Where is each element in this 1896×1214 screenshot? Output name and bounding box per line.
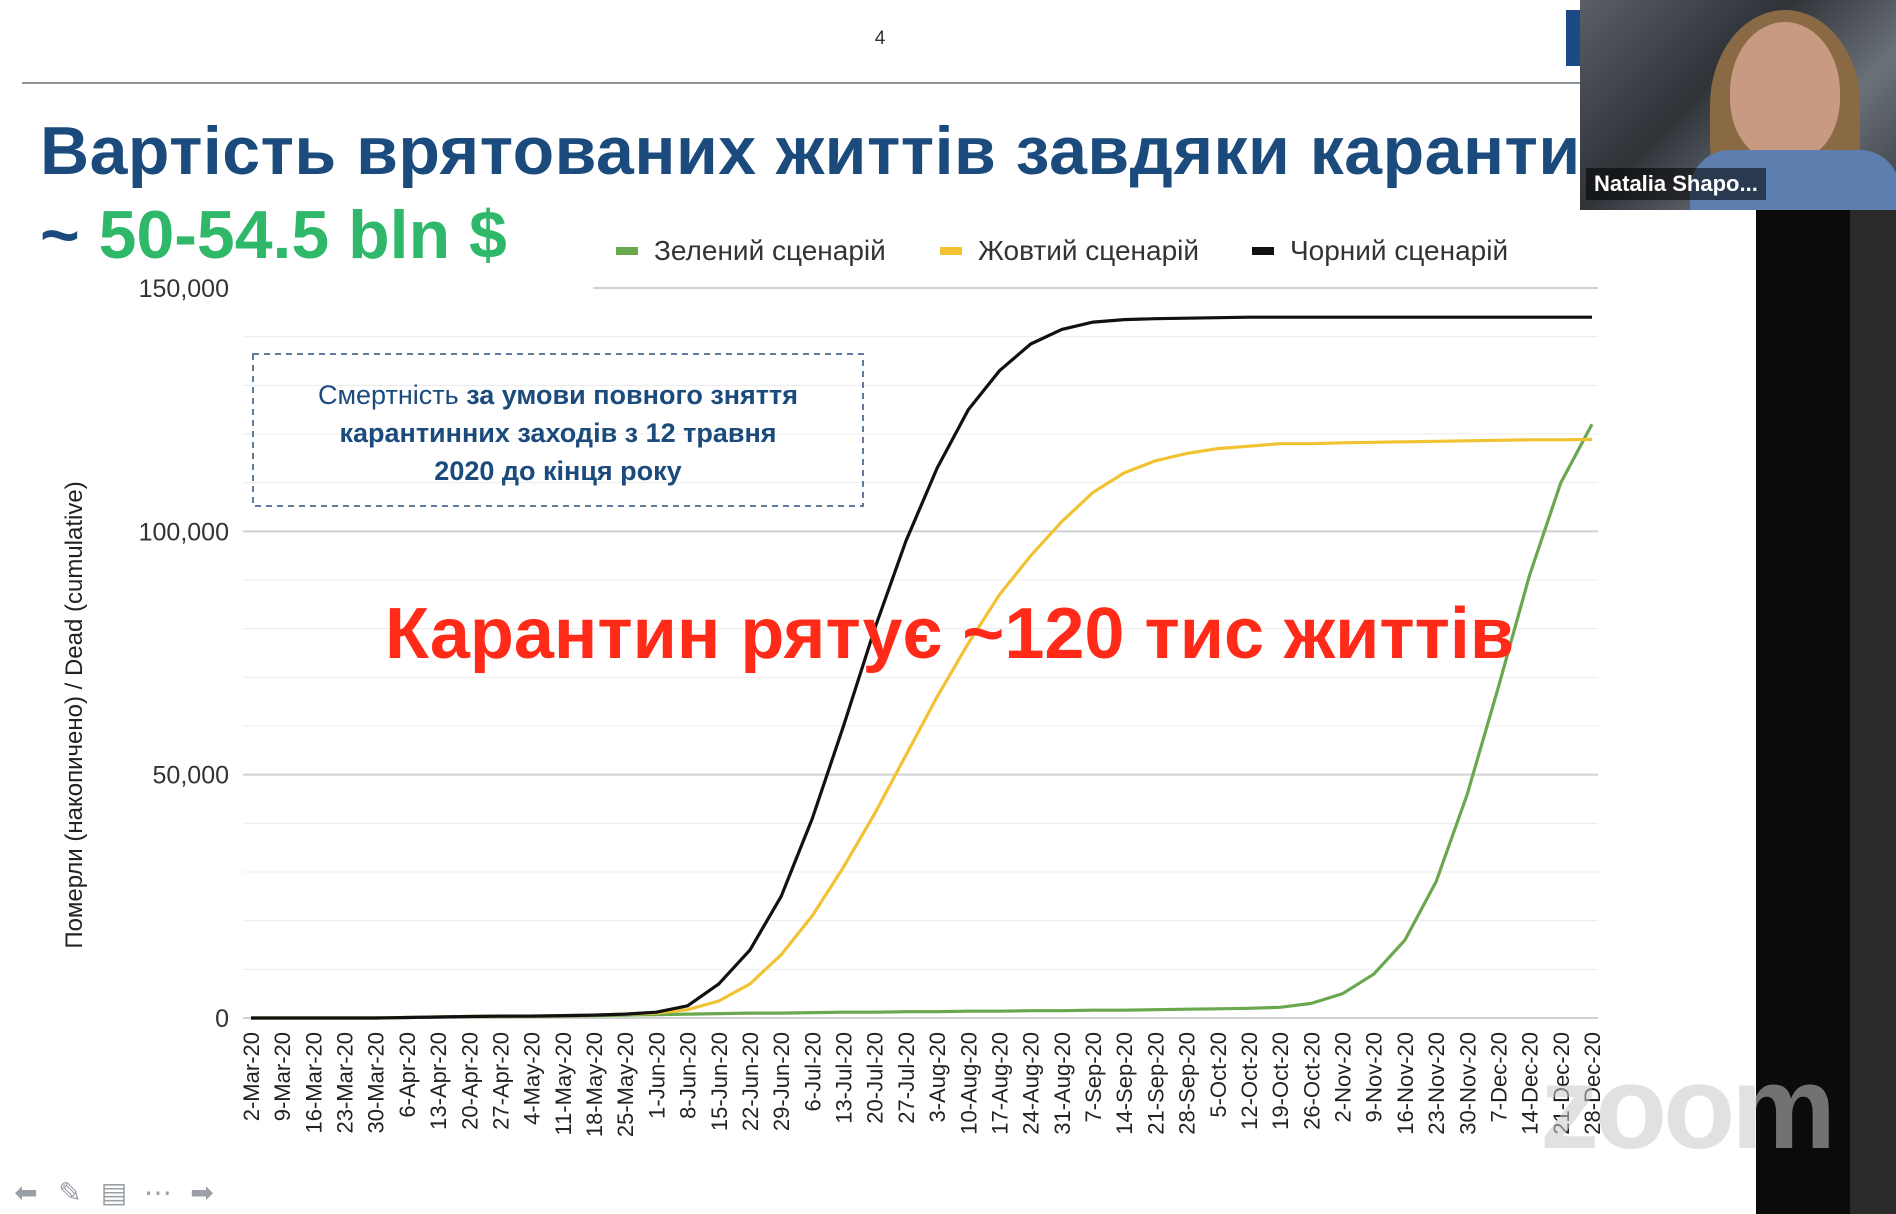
highlight-text: Карантин рятує ~120 тис життів xyxy=(385,594,1514,674)
x-tick-label: 22-Jun-20 xyxy=(738,1032,763,1131)
y-tick-label: 50,000 xyxy=(153,762,229,790)
x-tick-label: 3-Aug-20 xyxy=(925,1032,950,1123)
x-tick-label: 14-Sep-20 xyxy=(1112,1032,1137,1135)
next-arrow-icon[interactable]: ➡ xyxy=(190,1176,214,1208)
zoom-watermark: zoom xyxy=(1540,1042,1836,1174)
x-tick-label: 12-Oct-20 xyxy=(1237,1032,1262,1130)
x-tick-label: 6-Apr-20 xyxy=(395,1032,420,1118)
more-icon[interactable]: ⋯ xyxy=(144,1176,172,1208)
x-tick-label: 14-Dec-20 xyxy=(1518,1032,1543,1135)
x-tick-label: 29-Jun-20 xyxy=(769,1032,794,1131)
x-tick-label: 13-Apr-20 xyxy=(426,1032,451,1130)
x-tick-label: 24-Aug-20 xyxy=(1019,1032,1044,1135)
x-tick-label: 13-Jul-20 xyxy=(832,1032,857,1124)
x-tick-label: 9-Nov-20 xyxy=(1362,1032,1387,1122)
x-tick-label: 30-Mar-20 xyxy=(364,1032,389,1133)
slide-title: Вартість врятованих життів завдяки каран… xyxy=(40,113,1581,189)
annotation-text: Смертність за умови повного зняття карант… xyxy=(318,380,798,486)
participant-name: Natalia Shapo... xyxy=(1586,168,1766,200)
page-number: 4 xyxy=(874,28,886,49)
legend-label: Зелений сценарій xyxy=(654,235,886,266)
x-tick-label: 7-Sep-20 xyxy=(1081,1032,1106,1123)
chart-legend: Зелений сценарій Жовтий сценарій Чорний сц… xyxy=(616,235,1508,266)
x-tick-label: 20-Jul-20 xyxy=(863,1032,888,1124)
x-axis: 2-Mar-20 9-Mar-20 16-Mar-20 23-Mar-20 30-Mar… xyxy=(239,1032,1605,1137)
x-tick-label: 21-Dec-20 xyxy=(1549,1032,1574,1135)
subtitle-amount: 50-54.5 bln $ xyxy=(98,197,507,273)
previous-arrow-icon[interactable]: ⬅ xyxy=(14,1176,38,1208)
presentation-slide: 4 Вартість врятованих життів завдяки кар… xyxy=(0,0,1756,1214)
series-line xyxy=(251,437,1593,1020)
annotation-box xyxy=(252,353,864,507)
x-tick-label: 9-Mar-20 xyxy=(270,1032,295,1121)
x-tick-label: 16-Mar-20 xyxy=(301,1032,326,1133)
x-tick-label: 19-Oct-20 xyxy=(1268,1032,1293,1130)
y-axis-label: Померли (накопичено) / Dead (cumulative) xyxy=(61,481,88,948)
x-tick-label: 25-May-20 xyxy=(613,1032,638,1137)
x-tick-label: 6-Jul-20 xyxy=(800,1032,825,1111)
header-divider xyxy=(22,82,1582,84)
y-tick-label: 100,000 xyxy=(139,518,229,546)
x-tick-label: 31-Aug-20 xyxy=(1050,1032,1075,1135)
participant-video[interactable]: Natalia Shapo... xyxy=(1580,0,1896,210)
slides-icon[interactable]: ▤ xyxy=(100,1176,128,1208)
legend-label: Жовтий сценарій xyxy=(978,235,1199,266)
x-tick-label: 28-Dec-20 xyxy=(1580,1032,1605,1135)
x-tick-label: 2-Mar-20 xyxy=(239,1032,264,1121)
chart-series xyxy=(251,315,1594,1020)
y-tick-label: 0 xyxy=(215,1005,229,1033)
x-tick-label: 10-Aug-20 xyxy=(956,1032,981,1135)
presentation-nav: ⬅ ✎ ▤ ⋯ ➡ xyxy=(8,1172,220,1212)
chart-grid xyxy=(243,287,1598,1019)
legend-swatch xyxy=(940,247,962,255)
x-tick-label: 2-Nov-20 xyxy=(1331,1032,1356,1122)
x-tick-label: 7-Dec-20 xyxy=(1486,1032,1511,1122)
legend-swatch xyxy=(616,247,638,255)
x-tick-label: 18-May-20 xyxy=(582,1032,607,1137)
pen-icon[interactable]: ✎ xyxy=(58,1176,82,1208)
x-tick-label: 20-Apr-20 xyxy=(457,1032,482,1130)
x-tick-label: 15-Jun-20 xyxy=(707,1032,732,1131)
participant-face xyxy=(1730,22,1840,162)
x-tick-label: 23-Nov-20 xyxy=(1424,1032,1449,1135)
x-tick-label: 27-Apr-20 xyxy=(488,1032,513,1130)
x-tick-label: 28-Sep-20 xyxy=(1175,1032,1200,1135)
x-tick-label: 23-Mar-20 xyxy=(333,1032,358,1133)
subtitle-tilde: ~ xyxy=(40,197,80,273)
x-tick-label: 4-May-20 xyxy=(520,1032,545,1125)
legend-label: Чорний сценарій xyxy=(1290,235,1508,266)
x-tick-label: 17-Aug-20 xyxy=(987,1032,1012,1135)
series-line xyxy=(251,423,1594,1020)
x-tick-label: 30-Nov-20 xyxy=(1455,1032,1480,1135)
x-tick-label: 21-Sep-20 xyxy=(1143,1032,1168,1135)
x-tick-label: 1-Jun-20 xyxy=(644,1032,669,1119)
x-tick-label: 5-Oct-20 xyxy=(1206,1032,1231,1118)
slide-subtitle: ~ 50-54.5 bln $ xyxy=(40,196,507,274)
legend-swatch xyxy=(1252,247,1274,255)
y-axis: 0 50,000 100,000 150,000 xyxy=(139,275,229,1033)
x-tick-label: 26-Oct-20 xyxy=(1299,1032,1324,1130)
series-line xyxy=(251,315,1592,1020)
x-tick-label: 8-Jun-20 xyxy=(676,1032,701,1119)
y-tick-label: 150,000 xyxy=(139,275,229,303)
x-tick-label: 16-Nov-20 xyxy=(1393,1032,1418,1135)
logo-fragment xyxy=(1566,10,1580,66)
x-tick-label: 11-May-20 xyxy=(551,1032,576,1136)
x-tick-label: 27-Jul-20 xyxy=(894,1032,919,1124)
chart-annotation: Смертність за умови повного зняття карант… xyxy=(252,353,864,507)
